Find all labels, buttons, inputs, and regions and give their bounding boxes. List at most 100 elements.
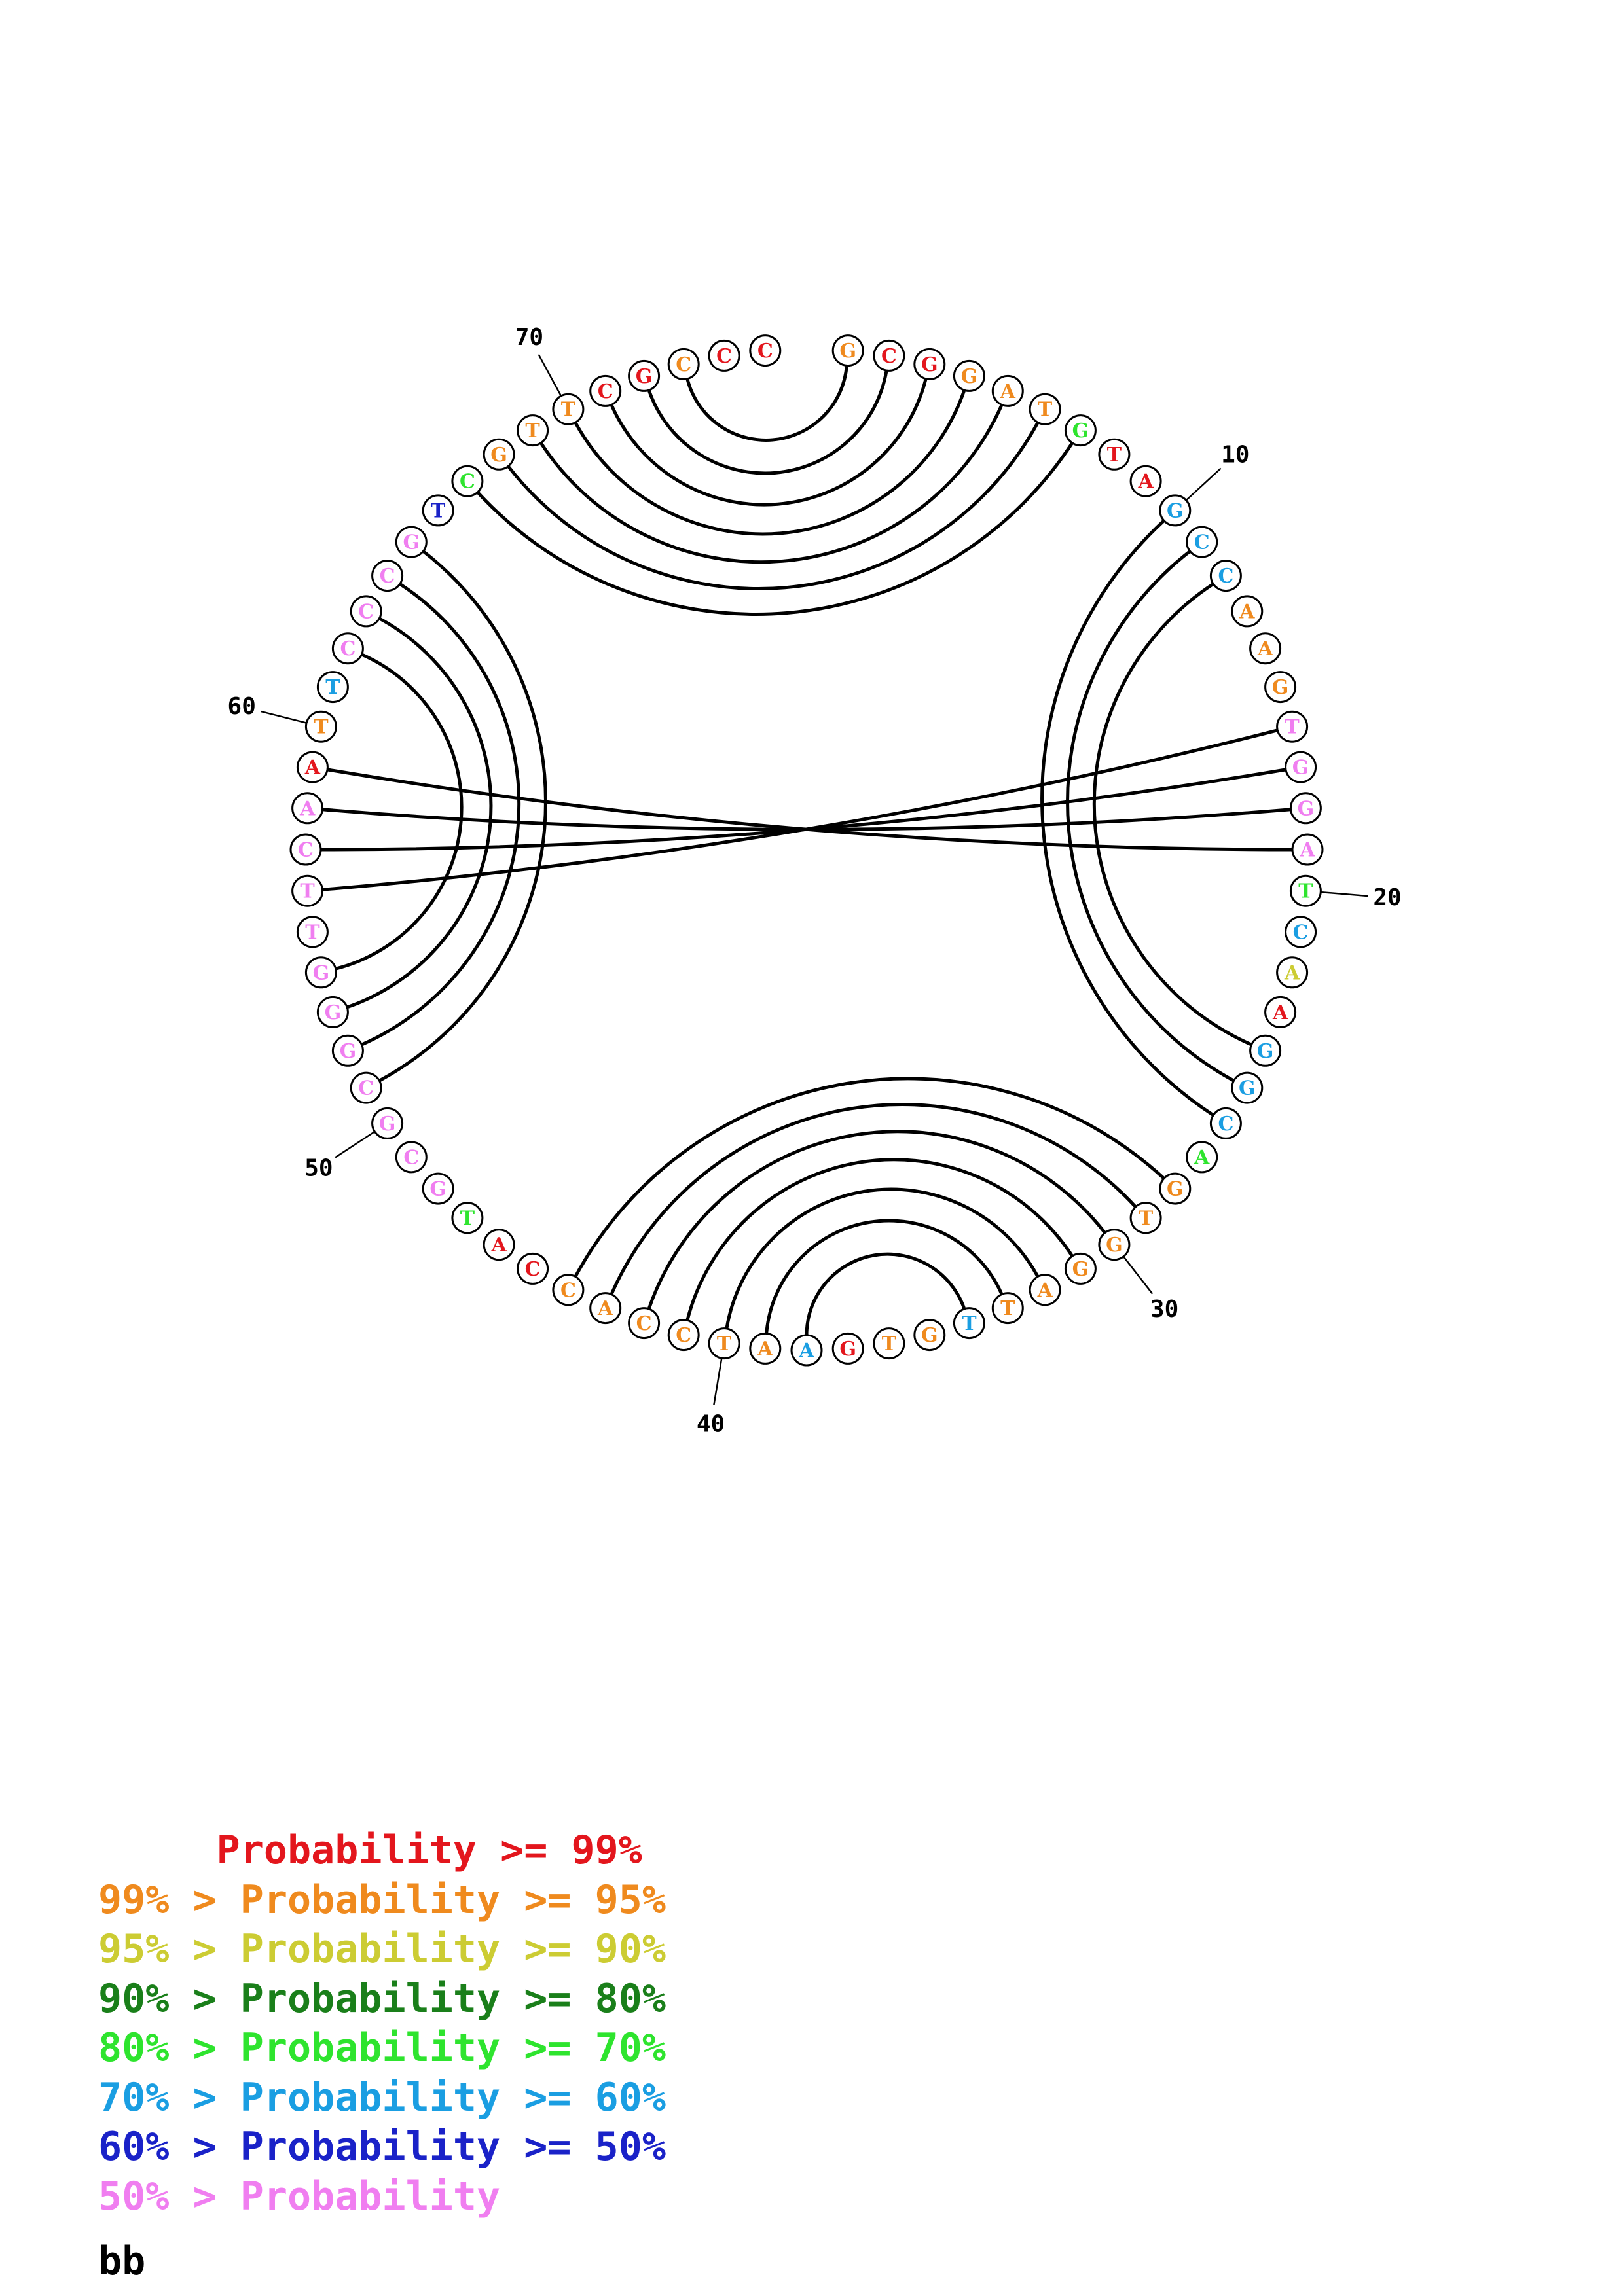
nucleotide: G xyxy=(1231,1071,1264,1104)
nucleotide: T xyxy=(451,1202,484,1234)
position-ticks: 10 20 30 40 50 60 70 xyxy=(228,324,1402,1438)
nucleotide: T xyxy=(991,1292,1024,1325)
nucleotide: G xyxy=(913,348,946,380)
nucleotide-circle xyxy=(708,1327,740,1360)
base-pair-arc xyxy=(610,378,928,507)
nucleotide: G xyxy=(913,1319,946,1352)
nucleotide-circle xyxy=(1064,1252,1097,1285)
nucleotide: A xyxy=(483,1229,515,1261)
nucleotide: C xyxy=(667,1319,700,1352)
nucleotide: C xyxy=(1285,916,1317,948)
nucleotide: G xyxy=(331,1034,364,1067)
tick-line xyxy=(1185,467,1222,501)
tick-label: 10 xyxy=(1221,442,1249,469)
nucleotide: G xyxy=(1098,1229,1131,1261)
legend-row: 60% > Probability >= 50% xyxy=(98,2124,666,2170)
nucleotide-letter: G xyxy=(636,365,653,388)
base-pair-arc xyxy=(1092,583,1252,1047)
tick-label: 20 xyxy=(1373,884,1401,911)
nucleotide-circle xyxy=(296,916,329,948)
nucleotide-letter: C xyxy=(1194,531,1210,554)
nucleotide: G xyxy=(371,1107,404,1139)
tick-line xyxy=(260,710,307,724)
nucleotide-letter: A xyxy=(1239,600,1255,623)
legend-row: 50% > Probability xyxy=(98,2173,501,2219)
nucleotide: G xyxy=(1159,1172,1192,1205)
nucleotide: T xyxy=(316,671,349,704)
base-pair-arc xyxy=(378,550,547,1083)
nucleotide-ring: G C GGATGTAGCCAAGTGGATCAAGGCAGTGGATTGTGAAT… xyxy=(289,334,1324,1367)
nucleotide-letter: C xyxy=(298,839,314,862)
nucleotide: A xyxy=(1231,595,1264,628)
nucleotide-circle xyxy=(296,751,329,783)
nucleotide-letter: T xyxy=(1139,1207,1154,1230)
base-pair-arc xyxy=(574,389,966,536)
nucleotide: G xyxy=(304,956,337,989)
nucleotide-letter: A xyxy=(1036,1279,1053,1302)
nucleotide-circle xyxy=(1264,996,1297,1028)
nucleotide-letter: C xyxy=(636,1312,652,1335)
nucleotide: G xyxy=(483,438,515,471)
tick-label: 50 xyxy=(304,1155,333,1181)
tick-label: 30 xyxy=(1150,1296,1178,1323)
nucleotide-circle xyxy=(708,339,740,372)
nucleotide-circle xyxy=(291,792,324,825)
nucleotide-circle xyxy=(1064,414,1097,447)
nucleotide-circle xyxy=(289,833,322,866)
nucleotide-letter: G xyxy=(1272,676,1289,699)
nucleotide-letter: C xyxy=(598,380,613,403)
tick-line xyxy=(538,354,562,397)
nucleotide-circle xyxy=(1276,956,1309,989)
nucleotide: G xyxy=(953,359,985,392)
nucleotide: C xyxy=(1209,1107,1242,1139)
structure-name: bb xyxy=(98,2238,146,2284)
nucleotide-letter: T xyxy=(325,676,340,699)
nucleotide-letter: A xyxy=(597,1297,613,1320)
legend-row: 99% > Probability >= 95% xyxy=(98,1876,666,1923)
base-pair-arc xyxy=(1066,550,1235,1083)
nucleotide-circle xyxy=(1098,438,1131,471)
nucleotide-circle xyxy=(1209,560,1242,592)
nucleotide-letter: G xyxy=(1298,797,1315,820)
nucleotide-circle xyxy=(1159,1172,1192,1205)
nucleotide-letter: A xyxy=(1257,637,1273,660)
nucleotide-letter: C xyxy=(358,1077,374,1100)
nucleotide-letter: T xyxy=(882,1333,897,1355)
nucleotide-letter: G xyxy=(961,365,978,388)
tick-line xyxy=(713,1358,723,1405)
nucleotide-letter: C xyxy=(560,1279,576,1302)
nucleotide: C xyxy=(552,1274,585,1306)
nucleotide: A xyxy=(991,374,1024,407)
nucleotide-circle xyxy=(1285,751,1317,783)
base-pair-arc xyxy=(805,1252,966,1336)
nucleotide-letter: C xyxy=(881,345,897,368)
nucleotide-letter: C xyxy=(1218,565,1233,588)
nucleotide-circle xyxy=(395,1141,428,1174)
nucleotide-circle xyxy=(395,526,428,558)
nucleotide: A xyxy=(1249,632,1282,665)
base-pair-arc xyxy=(320,768,1286,852)
nucleotide-circle xyxy=(831,1332,864,1365)
nucleotide: C xyxy=(667,348,700,380)
nucleotide: G xyxy=(1285,751,1317,783)
base-pair-arc xyxy=(647,370,888,475)
nucleotide-letter: G xyxy=(1239,1077,1256,1100)
pair-arcs xyxy=(320,365,1293,1336)
base-pair-arc xyxy=(685,1158,1074,1321)
nucleotide-circle xyxy=(316,671,349,704)
nucleotide: G xyxy=(831,1332,864,1365)
nucleotide-letter: G xyxy=(921,353,938,376)
tick-line xyxy=(335,1130,375,1158)
nucleotide: A xyxy=(1264,996,1297,1028)
nucleotide: A xyxy=(1291,833,1324,866)
legend-row: 80% > Probability >= 70% xyxy=(98,2025,666,2071)
nucleotide-letter: G xyxy=(1167,499,1184,522)
nucleotide-circle xyxy=(873,339,905,372)
nucleotide-letter: T xyxy=(314,716,329,739)
nucleotide-circle xyxy=(1289,792,1322,825)
nucleotide-letter: A xyxy=(1194,1146,1210,1169)
nucleotide-letter: T xyxy=(717,1333,732,1355)
nucleotide: C xyxy=(749,334,782,367)
tick-line xyxy=(1123,1256,1154,1295)
nucleotide: T xyxy=(517,414,549,447)
